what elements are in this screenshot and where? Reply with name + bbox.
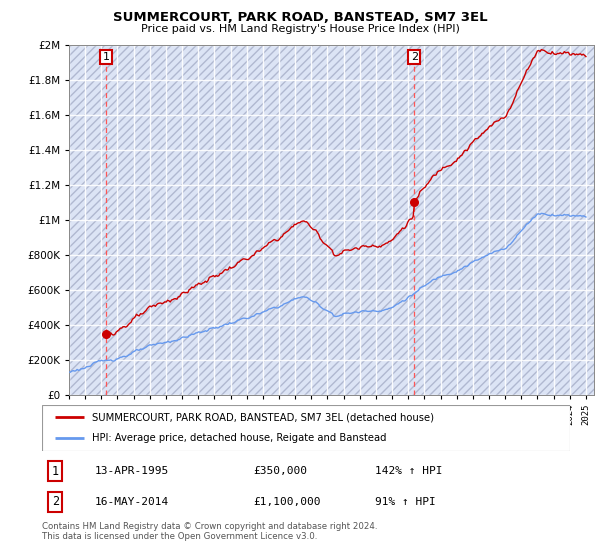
- Text: 16-MAY-2014: 16-MAY-2014: [95, 497, 169, 507]
- Text: Price paid vs. HM Land Registry's House Price Index (HPI): Price paid vs. HM Land Registry's House …: [140, 24, 460, 34]
- Text: 2: 2: [52, 496, 59, 508]
- Text: 13-APR-1995: 13-APR-1995: [95, 466, 169, 476]
- FancyBboxPatch shape: [69, 45, 594, 395]
- Text: £1,100,000: £1,100,000: [253, 497, 321, 507]
- Text: 1: 1: [52, 465, 59, 478]
- Text: 1: 1: [103, 52, 109, 62]
- FancyBboxPatch shape: [42, 405, 570, 451]
- Text: Contains HM Land Registry data © Crown copyright and database right 2024.
This d: Contains HM Land Registry data © Crown c…: [42, 522, 377, 542]
- Text: 2: 2: [410, 52, 418, 62]
- Text: £350,000: £350,000: [253, 466, 307, 476]
- Text: SUMMERCOURT, PARK ROAD, BANSTEAD, SM7 3EL: SUMMERCOURT, PARK ROAD, BANSTEAD, SM7 3E…: [113, 11, 487, 24]
- Text: SUMMERCOURT, PARK ROAD, BANSTEAD, SM7 3EL (detached house): SUMMERCOURT, PARK ROAD, BANSTEAD, SM7 3E…: [92, 412, 434, 422]
- Text: HPI: Average price, detached house, Reigate and Banstead: HPI: Average price, detached house, Reig…: [92, 433, 386, 444]
- Text: 91% ↑ HPI: 91% ↑ HPI: [374, 497, 436, 507]
- Text: 142% ↑ HPI: 142% ↑ HPI: [374, 466, 442, 476]
